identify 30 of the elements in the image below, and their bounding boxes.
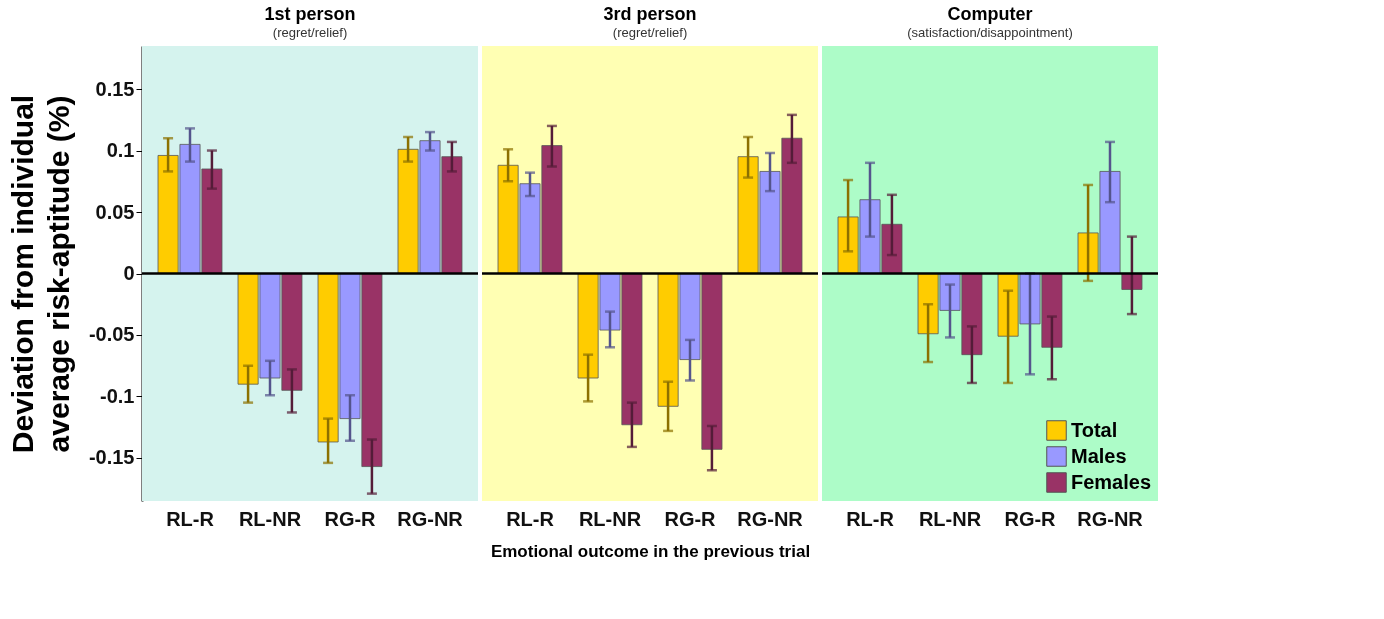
y-axis-title: Deviation from individual average risk-aptitude (%) [5, 94, 75, 454]
chart-title: Computer [947, 4, 1033, 24]
x-tick-label: RG-NR [737, 507, 804, 530]
x-tick-label: RL-NR [238, 507, 302, 530]
y-tick-label: 0.15 [95, 77, 135, 100]
x-tick-label: RG-NR [397, 507, 464, 530]
chart-subtitle: (regret/relief) [272, 25, 348, 40]
x-tick-label: RL-R [846, 507, 895, 530]
x-axis-title: Emotional outcome in the previous trial [490, 541, 811, 561]
chart-title: 1st person [264, 4, 356, 24]
x-tick-label: RL-NR [918, 507, 982, 530]
y-tick-label: -0.15 [88, 446, 135, 469]
x-tick-label: RG-R [324, 507, 377, 530]
x-tick-label: RL-NR [578, 507, 642, 530]
legend-label: Males [1071, 444, 1127, 467]
x-tick-label: RL-R [166, 507, 215, 530]
y-tick-label: 0.05 [95, 200, 135, 223]
x-tick-label: RG-R [1004, 507, 1057, 530]
chart-subtitle: (regret/relief) [612, 25, 688, 40]
y-tick-label: -0.05 [88, 323, 135, 346]
legend-label: Total [1071, 418, 1118, 441]
legend-label: Females [1071, 470, 1152, 493]
y-tick-label: 0 [123, 262, 135, 284]
y-tick-label: -0.1 [100, 384, 135, 407]
y-tick-label: 0.1 [106, 139, 135, 162]
chart-title: 3rd person [603, 4, 697, 24]
x-tick-label: RL-R [506, 507, 555, 530]
x-tick-label: RG-NR [1077, 507, 1144, 530]
x-tick-label: RG-R [664, 507, 717, 530]
chart-subtitle: (satisfaction/disappointment) [907, 25, 1073, 40]
